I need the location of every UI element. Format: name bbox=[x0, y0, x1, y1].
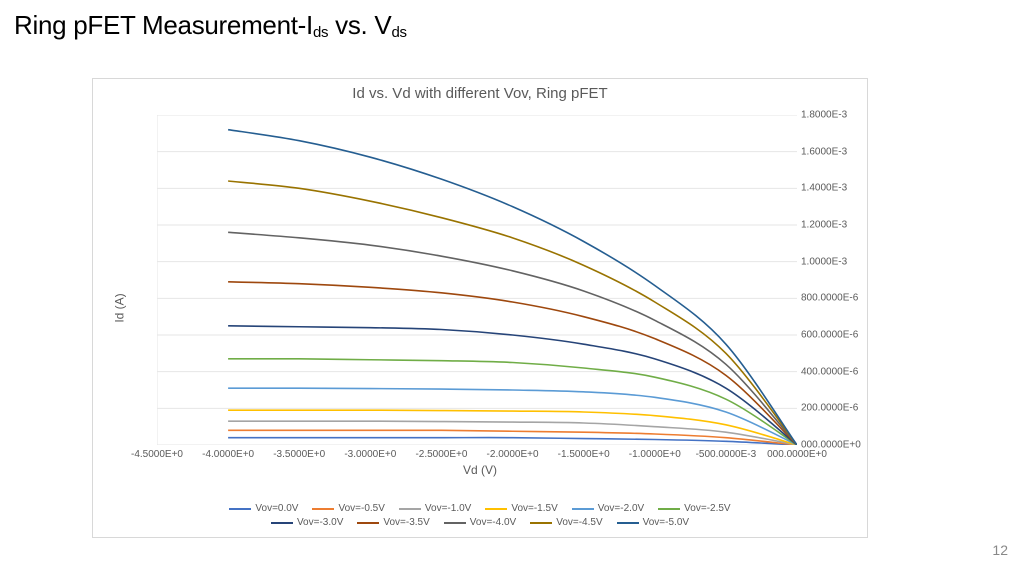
x-tick-label: -2.0000E+0 bbox=[487, 449, 539, 460]
legend-label: Vov=-0.5V bbox=[338, 503, 384, 514]
y-tick-label: 400.0000E-6 bbox=[801, 366, 858, 377]
legend-item: Vov=-4.0V bbox=[444, 517, 516, 528]
y-tick-label: 1.2000E-3 bbox=[801, 220, 847, 231]
legend-label: Vov=-1.5V bbox=[511, 503, 557, 514]
y-tick-label: 600.0000E-6 bbox=[801, 330, 858, 341]
legend-label: Vov=0.0V bbox=[255, 503, 298, 514]
legend-swatch bbox=[485, 508, 507, 510]
legend-item: Vov=-1.0V bbox=[399, 503, 471, 514]
y-tick-label: 1.8000E-3 bbox=[801, 110, 847, 121]
legend-swatch bbox=[271, 522, 293, 524]
x-tick-label: -3.5000E+0 bbox=[273, 449, 325, 460]
legend-label: Vov=-1.0V bbox=[425, 503, 471, 514]
legend-swatch bbox=[229, 508, 251, 510]
x-tick-label: -4.0000E+0 bbox=[202, 449, 254, 460]
y-tick-labels: 000.0000E+0200.0000E-6400.0000E-6600.000… bbox=[801, 115, 865, 445]
legend-item: Vov=-1.5V bbox=[485, 503, 557, 514]
legend-swatch bbox=[530, 522, 552, 524]
y-tick-label: 200.0000E-6 bbox=[801, 403, 858, 414]
chart-svg bbox=[157, 115, 797, 445]
legend-swatch bbox=[617, 522, 639, 524]
legend-item: Vov=-2.0V bbox=[572, 503, 644, 514]
legend-swatch bbox=[658, 508, 680, 510]
plot-area bbox=[157, 115, 797, 445]
legend-label: Vov=-2.0V bbox=[598, 503, 644, 514]
legend-label: Vov=-4.5V bbox=[556, 517, 602, 528]
x-tick-label: 000.0000E+0 bbox=[767, 449, 827, 460]
y-axis-label: Id (A) bbox=[113, 293, 127, 322]
y-tick-label: 1.4000E-3 bbox=[801, 183, 847, 194]
y-tick-label: 1.0000E-3 bbox=[801, 256, 847, 267]
legend-label: Vov=-4.0V bbox=[470, 517, 516, 528]
chart-frame: Id vs. Vd with different Vov, Ring pFET … bbox=[92, 78, 868, 538]
legend-item: Vov=-2.5V bbox=[658, 503, 730, 514]
legend-item: Vov=-3.5V bbox=[357, 517, 429, 528]
legend-item: Vov=0.0V bbox=[229, 503, 298, 514]
legend: Vov=0.0V Vov=-0.5V Vov=-1.0V Vov=-1.5V Vov=-… bbox=[200, 503, 760, 531]
x-axis-label: Vd (V) bbox=[463, 463, 497, 477]
x-tick-label: -3.0000E+0 bbox=[344, 449, 396, 460]
legend-label: Vov=-5.0V bbox=[643, 517, 689, 528]
legend-swatch bbox=[444, 522, 466, 524]
legend-swatch bbox=[572, 508, 594, 510]
legend-item: Vov=-3.0V bbox=[271, 517, 343, 528]
legend-item: Vov=-0.5V bbox=[312, 503, 384, 514]
x-tick-label: -2.5000E+0 bbox=[415, 449, 467, 460]
y-tick-label: 800.0000E-6 bbox=[801, 293, 858, 304]
legend-item: Vov=-5.0V bbox=[617, 517, 689, 528]
legend-label: Vov=-3.0V bbox=[297, 517, 343, 528]
chart-title: Id vs. Vd with different Vov, Ring pFET bbox=[93, 79, 867, 102]
legend-swatch bbox=[357, 522, 379, 524]
x-tick-label: -1.0000E+0 bbox=[629, 449, 681, 460]
y-tick-label: 1.6000E-3 bbox=[801, 146, 847, 157]
legend-swatch bbox=[399, 508, 421, 510]
x-tick-label: -1.5000E+0 bbox=[558, 449, 610, 460]
legend-swatch bbox=[312, 508, 334, 510]
legend-item: Vov=-4.5V bbox=[530, 517, 602, 528]
x-tick-label: -4.5000E+0 bbox=[131, 449, 183, 460]
legend-label: Vov=-2.5V bbox=[684, 503, 730, 514]
legend-label: Vov=-3.5V bbox=[383, 517, 429, 528]
slide-title: Ring pFET Measurement-Ids vs. Vds bbox=[14, 10, 407, 41]
x-tick-label: -500.0000E-3 bbox=[696, 449, 757, 460]
page-number: 12 bbox=[992, 542, 1008, 558]
